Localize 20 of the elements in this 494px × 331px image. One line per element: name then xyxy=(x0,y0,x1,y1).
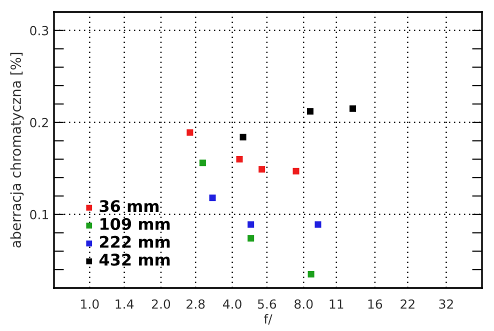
x-tick-label: 2.0 xyxy=(152,299,170,309)
x-tick-label: 1.4 xyxy=(116,299,134,309)
x-tick-label: 2.8 xyxy=(186,299,205,309)
x-tick-label: 5.6 xyxy=(258,299,276,309)
x-tick-label: 16 xyxy=(368,299,382,309)
x-tick-label: 8.0 xyxy=(294,299,313,309)
x-tick-label: 22 xyxy=(400,299,414,309)
x-tick-label: 4.0 xyxy=(222,299,242,309)
x-tick-label: 32 xyxy=(439,299,453,309)
legend-label: 36 mm xyxy=(100,200,159,212)
x-axis-title: f/ xyxy=(264,314,272,325)
y-tick-label: 0.1 xyxy=(30,210,48,220)
x-tick-label: 11 xyxy=(330,299,344,309)
y-axis-title: aberracja chromatyczna [%] xyxy=(10,52,24,248)
x-tick-label: 1.0 xyxy=(81,299,99,309)
legend-label: 432 mm xyxy=(99,254,170,266)
y-tick-label: 0.3 xyxy=(30,26,48,36)
legend-label: 222 mm xyxy=(100,236,170,248)
y-tick-label: 0.2 xyxy=(30,118,48,128)
legend-label: 109 mm xyxy=(100,218,170,230)
